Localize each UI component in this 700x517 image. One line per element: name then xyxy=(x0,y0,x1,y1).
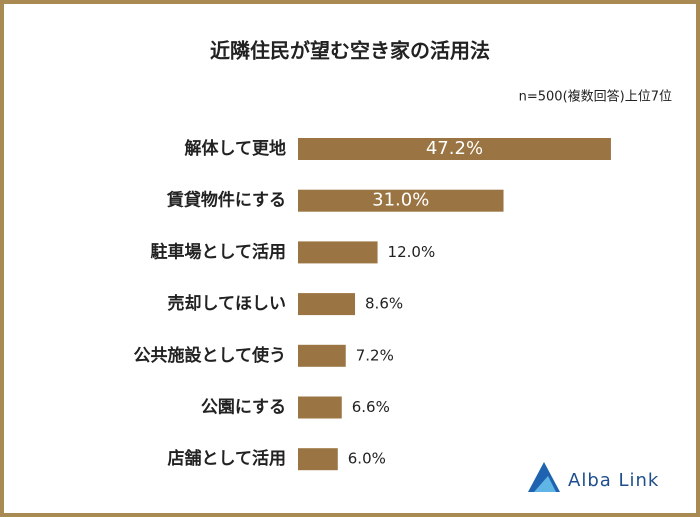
chart-title: 近隣住民が望む空き家の活用法 xyxy=(210,39,490,63)
chart: 近隣住民が望む空き家の活用法 n=500(複数回答)上位7位 Alba Link… xyxy=(134,39,672,492)
bar xyxy=(298,344,346,367)
value-label: 8.6% xyxy=(365,295,403,313)
bar xyxy=(298,241,378,264)
bar xyxy=(298,138,611,160)
bar xyxy=(298,293,356,316)
category-label: 公共施設として使う xyxy=(134,345,287,366)
value-label: 6.0% xyxy=(348,450,386,468)
value-label: 31.0% xyxy=(372,190,429,211)
category-label: 解体して更地 xyxy=(185,138,287,159)
logo-icon-accent xyxy=(534,476,556,492)
category-label: 駐車場として活用 xyxy=(151,241,287,262)
category-label: 店舗として活用 xyxy=(168,448,287,469)
bar xyxy=(298,396,342,419)
category-label: 賃貸物件にする xyxy=(166,190,286,211)
bar xyxy=(298,448,338,471)
logo-text: Alba Link xyxy=(568,470,659,491)
value-label: 12.0% xyxy=(388,243,436,261)
logo: Alba Link xyxy=(528,462,659,492)
value-label: 7.2% xyxy=(356,346,394,364)
value-label: 6.6% xyxy=(352,398,390,416)
category-label: 売却してほしい xyxy=(168,293,287,314)
value-label: 47.2% xyxy=(426,138,483,159)
chart-subtitle: n=500(複数回答)上位7位 xyxy=(519,89,672,105)
bar xyxy=(298,189,504,212)
category-label: 公園にする xyxy=(201,398,286,418)
